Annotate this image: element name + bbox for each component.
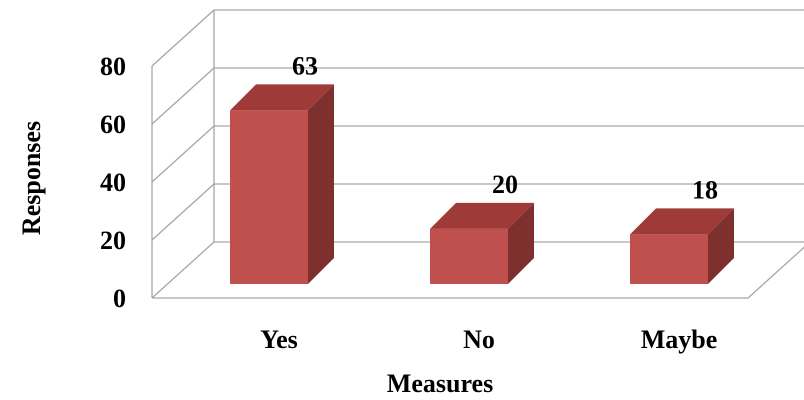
gridline-diagonal [151, 241, 215, 299]
bar-top [230, 84, 334, 111]
gridline-diagonal [151, 125, 215, 183]
bar-side [708, 208, 734, 284]
bar [230, 110, 308, 284]
bar-side [508, 202, 534, 284]
x-tick-label: Maybe [641, 325, 718, 354]
data-label: 63 [292, 51, 318, 80]
bars [230, 84, 734, 284]
floor-right-edge [747, 246, 804, 299]
y-axis-title: Responses [17, 121, 46, 235]
data-label: 18 [692, 175, 718, 204]
y-tick-label: 20 [100, 226, 126, 255]
y-tick-label: 60 [100, 110, 126, 139]
gridline-diagonal [151, 67, 215, 125]
x-axis-title: Measures [387, 369, 493, 398]
gridline-diagonal [151, 9, 215, 67]
bar [430, 228, 508, 284]
data-label: 20 [492, 170, 518, 199]
bar-side [308, 84, 334, 284]
data-labels: 63 20 18 [292, 51, 718, 204]
x-tick-label: No [463, 325, 495, 354]
bar-top [630, 208, 734, 235]
y-tick-label: 40 [100, 168, 126, 197]
bar-top [430, 202, 534, 229]
y-tick-label: 0 [113, 284, 126, 313]
x-tick-label: Yes [260, 325, 298, 354]
y-tick-labels: 0 20 40 60 80 [100, 52, 126, 313]
x-tick-labels: Yes No Maybe [260, 325, 717, 354]
bar [630, 234, 708, 284]
y-tick-label: 80 [100, 52, 126, 81]
gridline-diagonal [151, 183, 215, 241]
